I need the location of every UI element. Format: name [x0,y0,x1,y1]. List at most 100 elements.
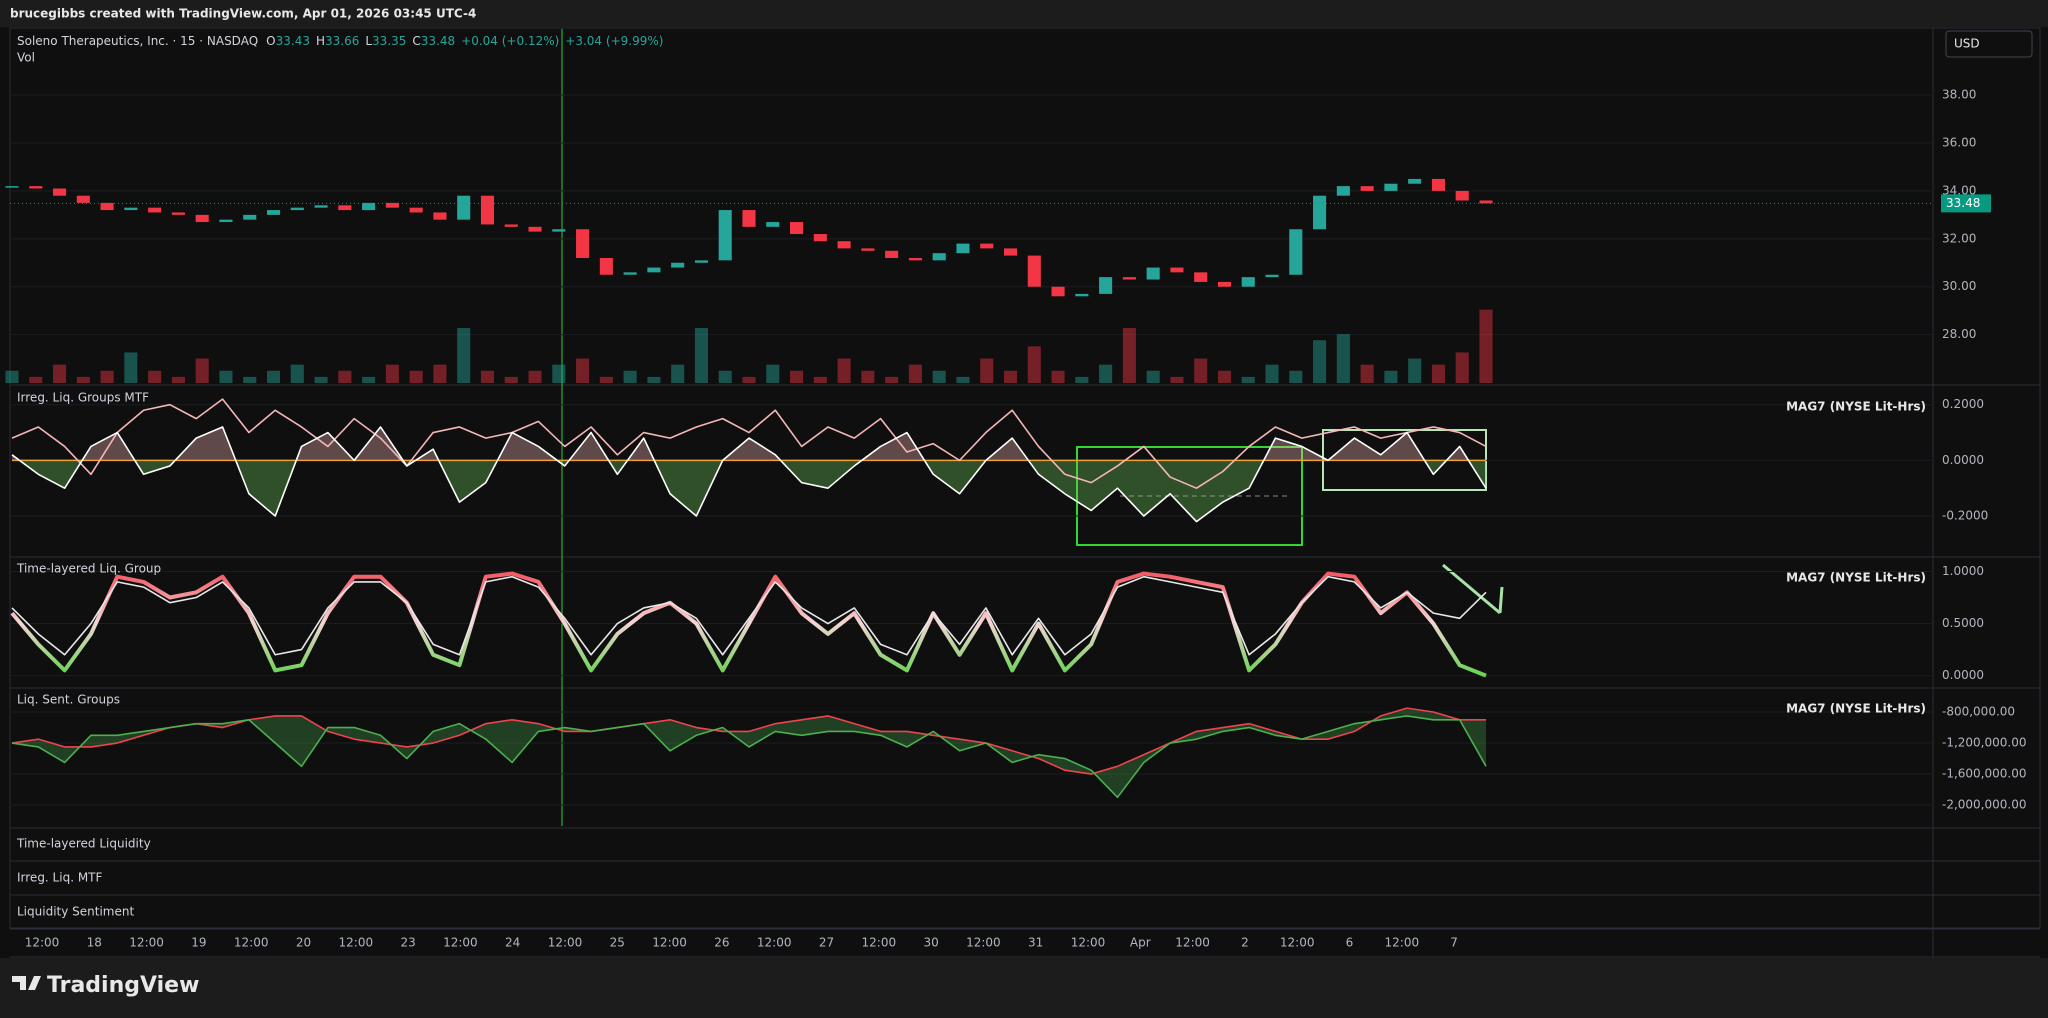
x-tick-label: 31 [1028,936,1043,950]
x-tick-label: 12:00 [1385,936,1420,950]
volume-bar [671,364,685,383]
volume-bar [5,370,19,383]
pane-title: Irreg. Liq. Groups MTF [17,391,149,405]
symbol-title: Soleno Therapeutics, Inc. · 15 · NASDAQ O… [17,34,663,48]
candle [290,207,304,211]
candle [1170,267,1184,273]
volume-bar [1194,358,1208,383]
volume-bar [480,370,495,383]
candle [742,210,756,227]
volume-bar [219,370,233,383]
candle [908,257,922,261]
pane-title: Time-layered Liq. Group [16,562,161,576]
x-tick-label: 12:00 [548,936,583,950]
x-tick-label: 12:00 [25,936,60,950]
volume-bar [338,370,352,383]
candle [195,214,209,223]
pane-legend: MAG7 (NYSE Lit-Hrs) [1786,702,1926,716]
logo-mark [12,976,41,990]
volume-bar [694,328,708,383]
volume-bar [1313,340,1327,383]
candle [861,248,875,251]
candle [433,212,447,220]
volume-bar [1360,364,1374,383]
candle [956,243,970,254]
x-tick-label: 12:00 [129,936,164,950]
y-tick-label: -2,000,000.00 [1942,798,2027,812]
currency-button-label[interactable]: USD [1954,37,1980,51]
ohlc-value: 33.48 [421,34,455,48]
candle [1003,248,1018,256]
volume-bar [766,364,780,383]
volume-bar [1455,352,1469,383]
volume-bar [243,376,257,383]
y-tick-label: 0.5000 [1942,616,1984,630]
candle [1099,277,1113,294]
symbol: Soleno Therapeutics, Inc. · 15 · NASDAQ [17,34,258,48]
change: +0.04 (+0.12%) [461,34,559,48]
volume-bar [980,358,994,383]
series-line [11,398,1487,490]
ohlc-label: H [316,34,325,48]
volume-label: Vol [17,51,35,65]
currency-button[interactable]: USD [1945,30,2033,58]
x-tick-label: 2 [1241,936,1249,950]
volume-bar [1170,376,1184,383]
drawing-arrow [1442,563,1501,615]
candle [314,205,328,208]
candle [504,224,518,227]
x-tick-label: 12:00 [757,936,792,950]
candle [1336,186,1350,196]
candle [243,214,257,220]
candle [1431,178,1445,191]
volume-bar [718,370,732,383]
volume-bar [362,376,376,383]
candle [266,210,281,215]
x-tick-label: 6 [1346,936,1354,950]
volume-bar [1289,370,1303,383]
candle [1455,190,1469,201]
volume-bar [1027,346,1041,383]
volume-bar [528,370,542,383]
y-tick-label: 0.2000 [1942,397,1984,411]
x-tick-label: 12:00 [234,936,269,950]
y-tick-label: 34.00 [1942,183,1976,197]
candle [1360,186,1374,191]
candle [813,234,827,242]
currency-button-frame[interactable] [1945,30,2033,58]
y-tick-label: -800,000.00 [1942,705,2015,719]
x-tick-label: 12:00 [339,936,374,950]
y-tick-label: 38.00 [1942,88,1976,102]
x-tick-label: 12:00 [862,936,897,950]
x-tick-label: 30 [923,936,938,950]
x-tick-label: 12:00 [1280,936,1315,950]
candle [1408,178,1422,184]
logo: TradingView [12,973,199,998]
candle [552,229,566,232]
y-tick-label: 28.00 [1942,327,1976,341]
volume-bar [647,376,661,383]
volume-bar [504,376,518,383]
x-tick-label: 25 [610,936,625,950]
candle [1217,281,1232,287]
candle [766,222,780,227]
volume-bar [1265,364,1279,383]
ohlc-value: 33.35 [372,34,406,48]
series-line [11,715,1487,799]
ohlc-label: L [365,34,372,48]
volume-bar [885,376,899,383]
y-tick-label: 36.00 [1942,136,1976,150]
x-tick-label: 12:00 [1071,936,1106,950]
x-tick-label: 7 [1450,936,1458,950]
volume-bar [908,364,922,383]
candle [338,205,352,211]
series-line [11,707,1486,775]
candle [1146,267,1160,280]
x-tick-label: 19 [191,936,206,950]
ohlc-value: 33.43 [276,34,310,48]
volume-bar [790,370,804,383]
candle [148,207,162,213]
area [12,426,1486,522]
